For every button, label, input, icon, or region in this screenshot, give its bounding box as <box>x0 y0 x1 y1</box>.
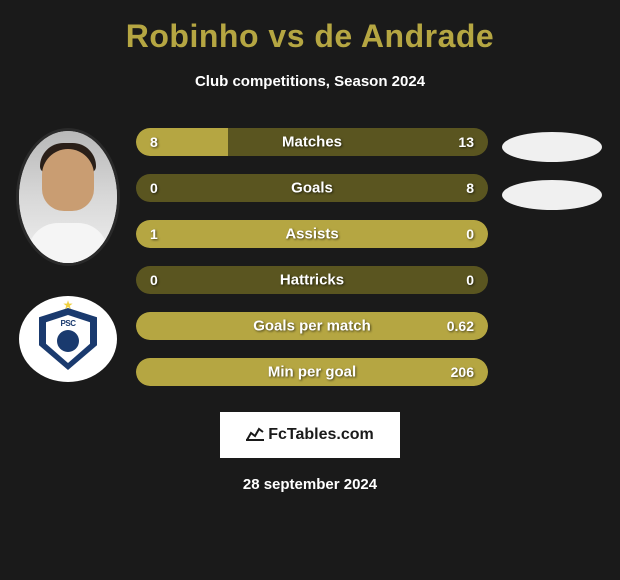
player-avatar <box>16 128 120 266</box>
badge-text: PSC <box>61 319 76 328</box>
stat-bar: 1 Assists 0 <box>136 220 488 248</box>
stat-label: Assists <box>285 226 338 243</box>
date-text: 28 september 2024 <box>0 476 620 493</box>
watermark: FcTables.com <box>220 412 400 458</box>
stat-bar: Goals per match 0.62 <box>136 312 488 340</box>
stat-label: Hattricks <box>280 272 344 289</box>
club-badge: ★ PSC <box>19 296 117 382</box>
stat-value-left: 8 <box>150 134 158 150</box>
stat-value-right: 0 <box>466 272 474 288</box>
stat-value-left: 0 <box>150 180 158 196</box>
stat-value-right: 13 <box>458 134 474 150</box>
stat-label: Min per goal <box>268 364 356 381</box>
stat-label: Goals <box>291 180 333 197</box>
comparison-content: ★ PSC 8 Matches 13 0 Goals 8 1 Assists 0 0 Hattric… <box>0 128 620 404</box>
chart-icon <box>246 425 264 446</box>
stat-value-right: 8 <box>466 180 474 196</box>
page-title: Robinho vs de Andrade <box>0 18 620 55</box>
stat-bar: 8 Matches 13 <box>136 128 488 156</box>
stat-value-left: 1 <box>150 226 158 242</box>
right-player-column <box>492 128 612 404</box>
stat-bar: Min per goal 206 <box>136 358 488 386</box>
stat-label: Goals per match <box>253 318 371 335</box>
stat-value-right: 0.62 <box>447 318 474 334</box>
stats-bars: 8 Matches 13 0 Goals 8 1 Assists 0 0 Hattricks 0 Goa… <box>128 128 492 404</box>
left-player-column: ★ PSC <box>8 128 128 404</box>
placeholder-badge <box>502 180 602 210</box>
stat-bar: 0 Goals 8 <box>136 174 488 202</box>
stat-label: Matches <box>282 134 342 151</box>
watermark-text: FcTables.com <box>268 426 374 444</box>
placeholder-avatar <box>502 132 602 162</box>
subtitle: Club competitions, Season 2024 <box>0 73 620 90</box>
stat-value-left: 0 <box>150 272 158 288</box>
stat-bar: 0 Hattricks 0 <box>136 266 488 294</box>
stat-value-right: 0 <box>466 226 474 242</box>
stat-value-right: 206 <box>451 364 474 380</box>
